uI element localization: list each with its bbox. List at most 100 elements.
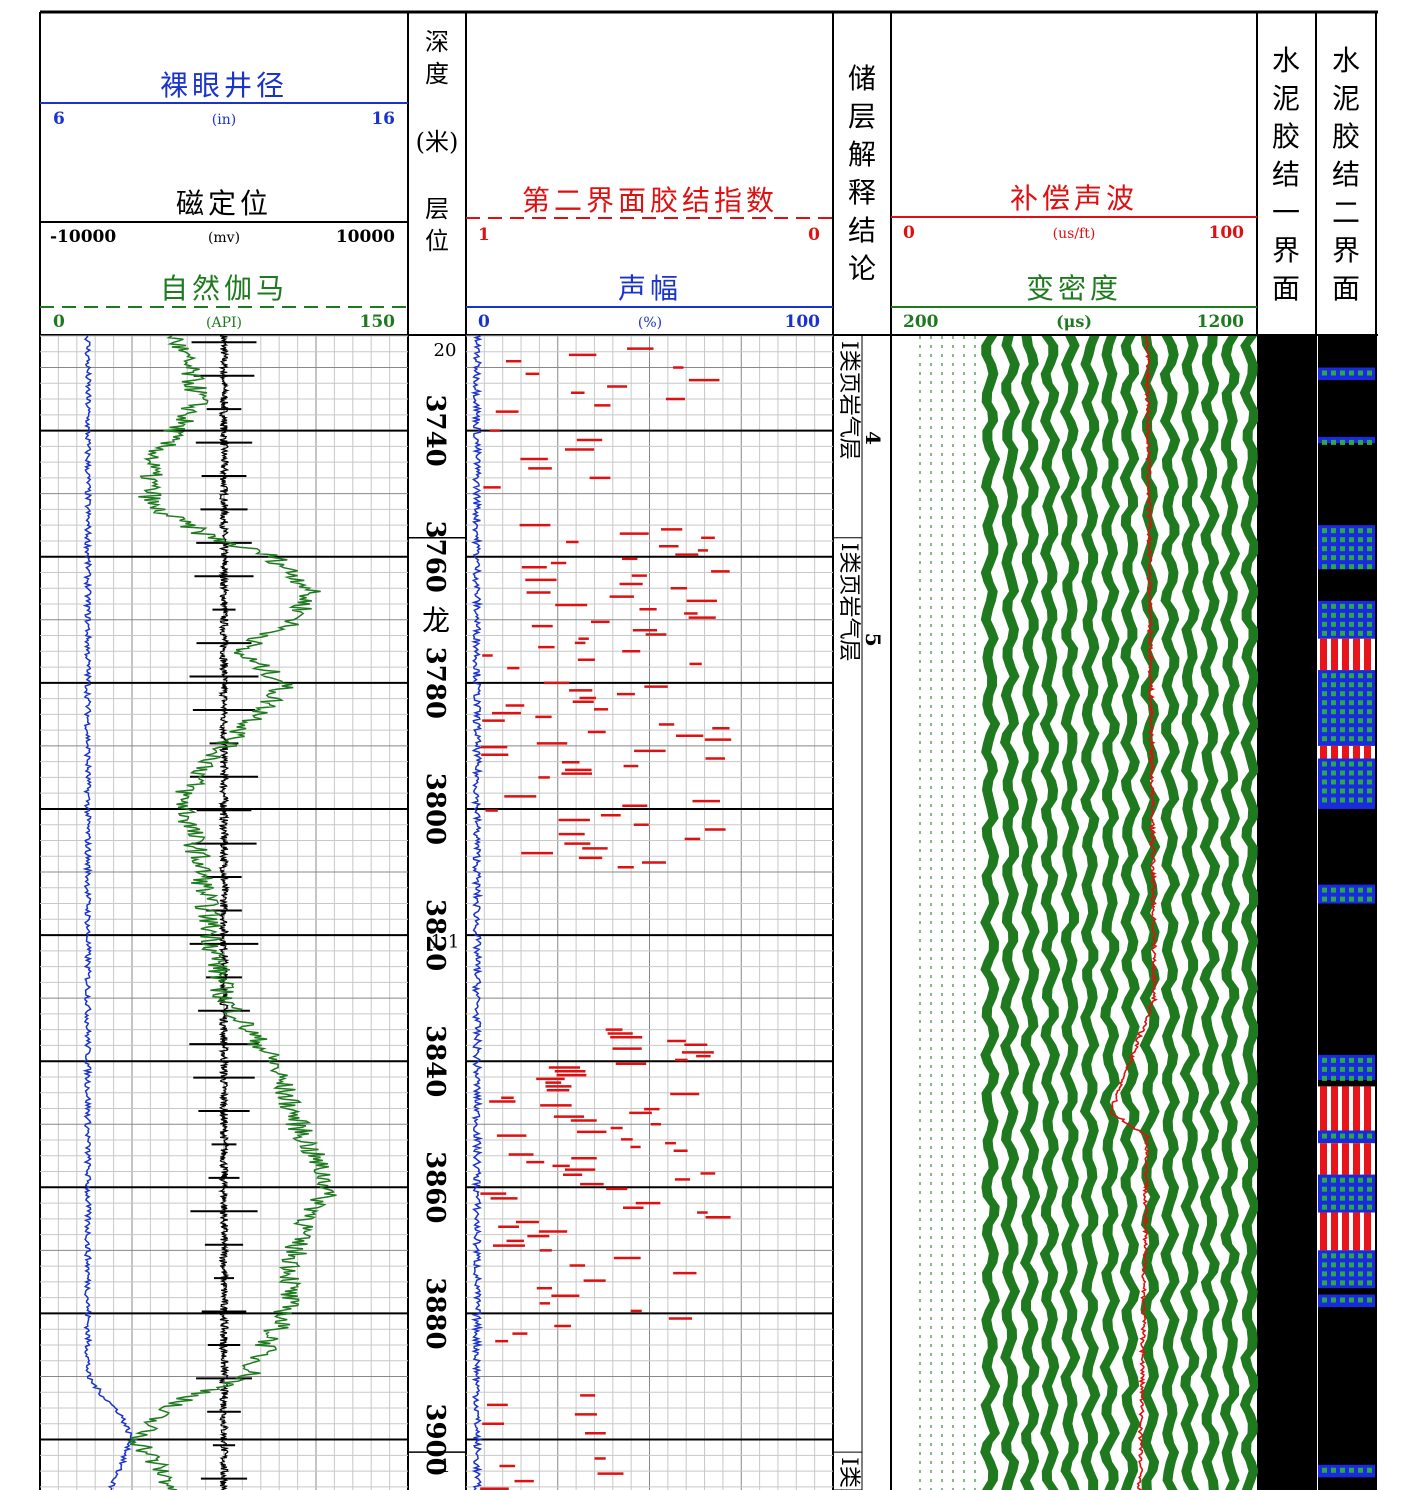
- bond2-dot: [1322, 1066, 1327, 1072]
- bond2-dot: [1349, 770, 1354, 776]
- bond2-dot: [1358, 1186, 1363, 1192]
- bond2-dot: [1358, 896, 1363, 902]
- bond2-dot: [1367, 691, 1372, 697]
- bond2-dot: [1367, 564, 1372, 570]
- bond2-stripe: [1364, 1143, 1371, 1175]
- bond2-stripe: [1331, 638, 1338, 671]
- bond2-dot: [1349, 1133, 1354, 1139]
- bond2-stripe: [1353, 745, 1360, 759]
- interp-label-text: I类页岩气层: [836, 341, 861, 460]
- bond2-stripe: [1331, 1143, 1338, 1175]
- bond2-title-char: 面: [1332, 272, 1360, 305]
- bond1-title-char: 泥: [1272, 82, 1300, 115]
- bond2-dot: [1340, 709, 1345, 715]
- bond2-dot: [1331, 691, 1336, 697]
- bond2-dot: [1349, 887, 1354, 893]
- amp-title: 声幅: [618, 272, 682, 305]
- bond2-dot: [1349, 761, 1354, 767]
- vdl-band: [1099, 336, 1121, 1490]
- dt-min: 0: [903, 223, 915, 243]
- dt-max: 100: [1209, 223, 1245, 243]
- bond2-dot: [1358, 630, 1363, 636]
- bond2-dot: [1367, 1133, 1372, 1139]
- bond2-dot: [1358, 700, 1363, 706]
- bond2-dot: [1349, 439, 1354, 445]
- bond2-dot: [1358, 537, 1363, 543]
- bond2-dot: [1367, 797, 1372, 803]
- interp-number: 4: [861, 431, 885, 445]
- bond2-dot: [1340, 779, 1345, 785]
- bond2-dot: [1331, 546, 1336, 552]
- depth-unit: (米): [416, 128, 459, 156]
- bond2-dot: [1367, 709, 1372, 715]
- bond2-dot: [1367, 1195, 1372, 1201]
- bond2-dot: [1331, 1177, 1336, 1183]
- bond2-dot: [1331, 1297, 1336, 1303]
- bond2-dot: [1331, 612, 1336, 618]
- bond2-dot: [1349, 1075, 1354, 1081]
- bond2-dot: [1322, 1057, 1327, 1063]
- bond2-dot: [1322, 603, 1327, 609]
- bond2-dot: [1331, 1280, 1336, 1286]
- zone-title: 层位: [425, 195, 449, 255]
- bond2-dot: [1349, 797, 1354, 803]
- bond2-dot: [1340, 603, 1345, 609]
- bond2-dot: [1358, 761, 1363, 767]
- bond2-dot: [1367, 1075, 1372, 1081]
- ccl-min: -10000: [50, 227, 116, 247]
- bond2-dot: [1358, 736, 1363, 742]
- bond2-dot: [1367, 761, 1372, 767]
- vdl-band: [1239, 336, 1260, 1490]
- bond2-dot: [1358, 727, 1363, 733]
- bond2-dot: [1349, 546, 1354, 552]
- bond2-dot: [1367, 612, 1372, 618]
- bond2-dot: [1340, 1280, 1345, 1286]
- bond2-dot: [1340, 1204, 1345, 1210]
- bond2-dot: [1340, 718, 1345, 724]
- depth-track-header: 深度 (米) 层位: [416, 28, 459, 255]
- bond2-dot: [1358, 1177, 1363, 1183]
- bond2-dot: [1340, 1262, 1345, 1268]
- bond2-dot: [1358, 709, 1363, 715]
- header-frame: [39, 10, 1378, 1490]
- bond2-title-char: 结: [1332, 158, 1360, 191]
- bond2-dot: [1331, 1133, 1336, 1139]
- bond2-dot: [1322, 887, 1327, 893]
- bond2-dot: [1358, 691, 1363, 697]
- gr-min: 0: [53, 312, 65, 332]
- bond2-partial: [1318, 758, 1375, 809]
- bond2-dot: [1322, 537, 1327, 543]
- bond2-dot: [1340, 1195, 1345, 1201]
- bond2-dot: [1367, 718, 1372, 724]
- bond1-title-char: 胶: [1272, 120, 1300, 153]
- dt-curve: [1110, 335, 1158, 1490]
- bond2-dot: [1358, 1204, 1363, 1210]
- bond2-dot: [1322, 727, 1327, 733]
- bond2-dot: [1322, 1133, 1327, 1139]
- interp-title-char: 解: [848, 138, 876, 171]
- bond2-dot: [1340, 1133, 1345, 1139]
- bond2-dot: [1349, 555, 1354, 561]
- bond2-partial: [1318, 1250, 1375, 1289]
- bond2-dot: [1331, 528, 1336, 534]
- bond2-dot: [1340, 1253, 1345, 1259]
- bond2-dot: [1322, 1253, 1327, 1259]
- bond2-dot: [1358, 439, 1363, 445]
- bond2-dot: [1331, 797, 1336, 803]
- bond2-dot: [1322, 761, 1327, 767]
- bond2-dot: [1322, 709, 1327, 715]
- bond2-dot: [1322, 1195, 1327, 1201]
- bond2-dot: [1331, 1066, 1336, 1072]
- bond2-dot: [1331, 1253, 1336, 1259]
- bond1-title-char: 结: [1272, 158, 1300, 191]
- depth-tick-label: 3820: [420, 899, 450, 971]
- caliper-max: 16: [371, 109, 395, 129]
- bond2-dot: [1358, 1297, 1363, 1303]
- bond2-dot: [1358, 1280, 1363, 1286]
- bond2-stripe: [1320, 1212, 1327, 1251]
- bond2-dot: [1349, 1280, 1354, 1286]
- bond2-dot: [1358, 770, 1363, 776]
- bond2-dot: [1367, 1280, 1372, 1286]
- bond2-dot: [1340, 1066, 1345, 1072]
